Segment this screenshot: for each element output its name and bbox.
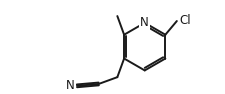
Text: N: N: [140, 16, 148, 29]
Text: Cl: Cl: [179, 14, 191, 27]
Text: N: N: [66, 79, 75, 92]
